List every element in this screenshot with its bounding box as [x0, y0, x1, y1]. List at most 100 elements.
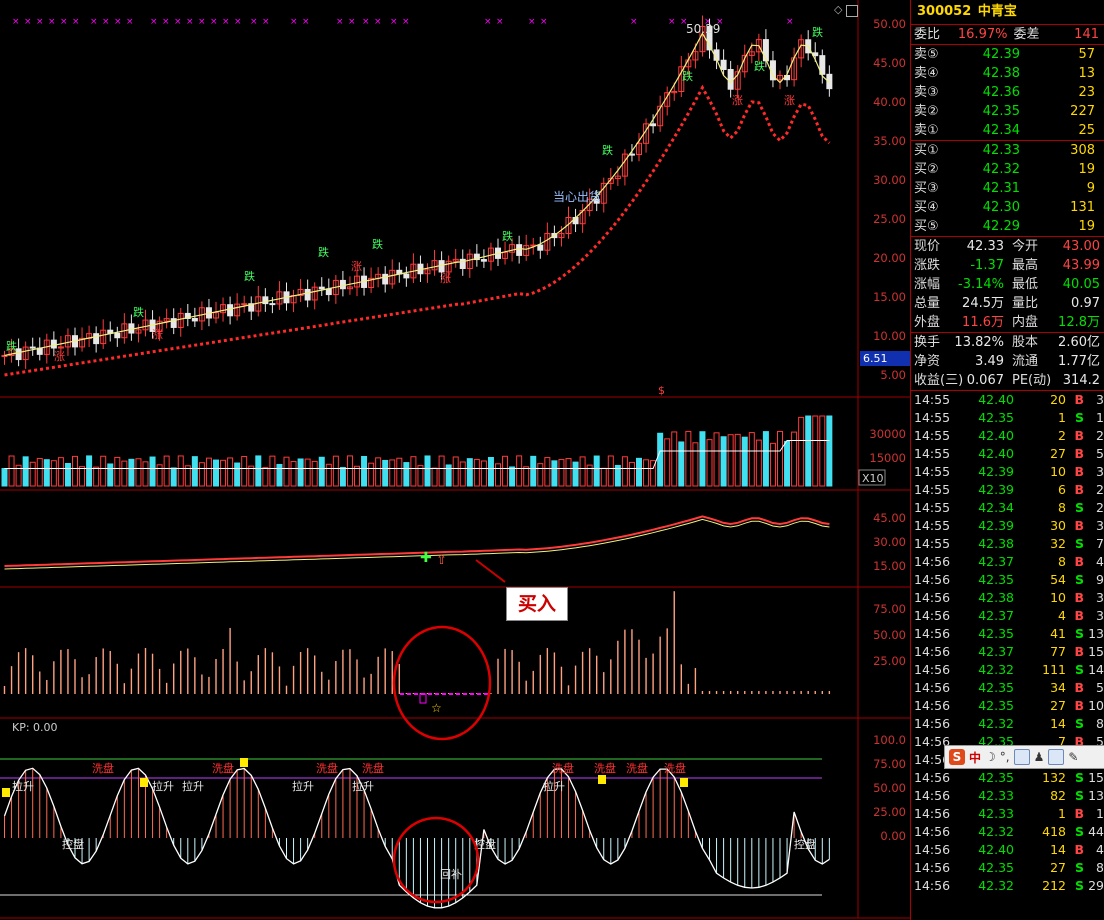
- volume-bar: [29, 461, 36, 487]
- tick-row[interactable]: 14:55 42.40 20 B 3: [911, 391, 1104, 409]
- volume-bar: [720, 436, 727, 487]
- keyboard-icon[interactable]: [1013, 749, 1030, 765]
- sogou-logo-icon[interactable]: S: [949, 749, 965, 765]
- fundamental-row: 收益(三) 0.067 PE(动) 314.2: [911, 371, 1104, 390]
- tick-price: 42.32: [978, 824, 1014, 839]
- bid-row[interactable]: 买⑤ 42.29 19: [911, 217, 1104, 236]
- maximize-icon[interactable]: [846, 5, 858, 17]
- candle-body: [692, 51, 699, 61]
- chart-area[interactable]: 50.00 45.00 40.00 35.00 30.00 25.00 20.00 15.00…: [0, 0, 911, 920]
- tick-row[interactable]: 14:56 42.32 418 S 44: [911, 823, 1104, 841]
- candle-body: [586, 198, 593, 212]
- tick-time: 14:55: [914, 464, 951, 479]
- tick-row[interactable]: 14:56 42.35 27 S 8: [911, 859, 1104, 877]
- bid-row[interactable]: 买① 42.33 308: [911, 141, 1104, 160]
- volume-bar: [692, 442, 699, 487]
- ask-row[interactable]: 卖④ 42.38 13: [911, 64, 1104, 83]
- volume-bar: [727, 434, 734, 487]
- quote-value: 11.6万: [962, 315, 1004, 330]
- signal-marker: ×: [390, 17, 398, 27]
- punct-icon[interactable]: °,: [999, 750, 1010, 764]
- volume-bar: [8, 455, 15, 487]
- volume-bar: [255, 455, 262, 487]
- tick-row[interactable]: 14:56 42.35 34 B 5: [911, 679, 1104, 697]
- tick-price: 42.34: [978, 500, 1014, 515]
- p5-axis-tick: 75.00: [873, 757, 906, 771]
- tick-row[interactable]: 14:56 42.32 14 S 8: [911, 715, 1104, 733]
- p5-axis-tick: 0.00: [880, 829, 906, 843]
- tick-row[interactable]: 14:55 42.39 10 B 3: [911, 463, 1104, 481]
- ask-row[interactable]: 卖② 42.35 227: [911, 102, 1104, 121]
- candle-body: [614, 175, 621, 180]
- tick-row[interactable]: 14:56 42.35 27 B 10: [911, 697, 1104, 715]
- tick-row[interactable]: 14:55 42.35 1 S 1: [911, 409, 1104, 427]
- lang-toggle[interactable]: 中: [969, 750, 982, 765]
- tick-count: 2: [1096, 428, 1104, 443]
- tools-icon[interactable]: ✎: [1068, 750, 1079, 764]
- ask-row[interactable]: 卖③ 42.36 23: [911, 83, 1104, 102]
- tick-row[interactable]: 14:55 42.40 2 B 2: [911, 427, 1104, 445]
- level-price: 42.32: [982, 162, 1020, 177]
- tick-row[interactable]: 14:56 42.32 212 S 29: [911, 877, 1104, 895]
- signal-marker: ×: [630, 17, 638, 27]
- tick-row[interactable]: 14:56 42.37 77 B 15: [911, 643, 1104, 661]
- tick-time: 14:56: [914, 842, 951, 857]
- volume-bar: [424, 455, 431, 487]
- volume-bar: [375, 457, 382, 487]
- quote-label: 流通: [1012, 354, 1039, 369]
- candle-body: [565, 216, 572, 235]
- tick-list[interactable]: 14:55 42.40 20 B 3 14:55 42.35 1 S 1 14:55 42.40 2 B 2…: [911, 391, 1104, 895]
- tick-row[interactable]: 14:55 42.40 27 B 5: [911, 445, 1104, 463]
- volume-bar: [777, 430, 783, 487]
- p5-label-ctrl: 控盘: [62, 837, 84, 851]
- tick-row[interactable]: 14:55 42.39 6 B 2: [911, 481, 1104, 499]
- p5-axis-tick: 25.00: [873, 805, 906, 819]
- tick-count: 2: [1096, 500, 1104, 515]
- tick-row[interactable]: 14:56 42.35 132 S 15: [911, 769, 1104, 787]
- tick-time: 14:56: [914, 572, 951, 587]
- signal-marker: ×: [496, 17, 504, 27]
- tick-row[interactable]: 14:56 42.32 111 S 14: [911, 661, 1104, 679]
- volume-ma-line: [4, 440, 830, 469]
- diamond-icon[interactable]: ◇: [834, 3, 843, 16]
- ask-row[interactable]: 卖① 42.34 25: [911, 121, 1104, 140]
- star-icon: ☆: [431, 701, 442, 715]
- tick-direction: B: [1074, 428, 1084, 443]
- tick-row[interactable]: 14:55 42.39 30 B 3: [911, 517, 1104, 535]
- moon-icon[interactable]: ☽: [985, 750, 996, 764]
- quote-value: -3.14%: [958, 277, 1004, 292]
- tick-row[interactable]: 14:56 42.35 41 S 13: [911, 625, 1104, 643]
- volume-bar: [318, 456, 325, 487]
- tick-row[interactable]: 14:56 42.33 1 B 1: [911, 805, 1104, 823]
- signal-text-fall: 跌: [502, 229, 513, 243]
- tick-row[interactable]: 14:55 42.38 32 S 7: [911, 535, 1104, 553]
- level-volume: 9: [1086, 181, 1095, 196]
- level-volume: 19: [1078, 162, 1095, 177]
- candle-body: [368, 277, 375, 288]
- bid-row[interactable]: 买② 42.32 19: [911, 160, 1104, 179]
- bid-row[interactable]: 买④ 42.30 131: [911, 198, 1104, 217]
- skin-icon[interactable]: [1048, 749, 1065, 765]
- tick-volume: 6: [1058, 482, 1066, 497]
- tick-row[interactable]: 14:56 42.37 4 B 3: [911, 607, 1104, 625]
- tick-row[interactable]: 14:56 42.37 8 B 4: [911, 553, 1104, 571]
- tick-row[interactable]: 14:56 42.35 54 S 9: [911, 571, 1104, 589]
- volume-bar: [826, 415, 833, 487]
- user-icon[interactable]: ♟: [1033, 750, 1045, 764]
- chart-canvas[interactable]: 50.00 45.00 40.00 35.00 30.00 25.00 20.00 15.00…: [0, 0, 910, 920]
- tick-count: 9: [1096, 572, 1104, 587]
- candle-body: [706, 25, 713, 51]
- tick-row[interactable]: 14:56 42.38 10 B 3: [911, 589, 1104, 607]
- ime-toolbar[interactable]: S 中 ☽ °, ♟ ✎: [944, 745, 1104, 769]
- volume-bar: [276, 463, 283, 487]
- tick-row[interactable]: 14:55 42.34 8 S 2: [911, 499, 1104, 517]
- quote-label: 外盘: [914, 315, 941, 330]
- bid-row[interactable]: 买③ 42.31 9: [911, 179, 1104, 198]
- price-axis-tick: 35.00: [873, 134, 906, 148]
- tick-row[interactable]: 14:56 42.40 14 B 4: [911, 841, 1104, 859]
- quote-value: 24.5万: [962, 296, 1004, 311]
- candle-body: [22, 346, 29, 361]
- candle-body: [445, 260, 452, 273]
- ask-row[interactable]: 卖⑤ 42.39 57: [911, 45, 1104, 64]
- tick-row[interactable]: 14:56 42.33 82 S 13: [911, 787, 1104, 805]
